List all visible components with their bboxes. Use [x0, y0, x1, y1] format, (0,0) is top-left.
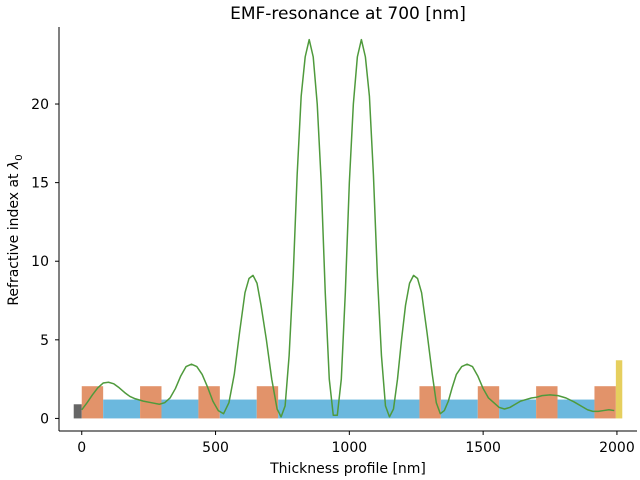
layer-bar	[477, 386, 500, 419]
layer-bar	[81, 386, 104, 419]
x-tick-label: 0	[77, 440, 86, 456]
layer-bar	[256, 386, 279, 419]
layer-bar	[594, 386, 616, 419]
y-tick-label: 0	[40, 411, 49, 427]
layer-bar	[219, 399, 257, 419]
y-axis-label-text: Refractive index at	[6, 169, 22, 306]
layer-bar	[499, 399, 537, 419]
layer-bars	[73, 360, 623, 419]
y-tick-label: 15	[31, 176, 49, 192]
series-line	[81, 38, 615, 418]
y-axis-label-subscript: 0	[14, 154, 25, 160]
x-ticks: 0 500 1000 1500 2000	[77, 431, 635, 456]
layer-bar	[198, 386, 220, 419]
x-tick-label: 500	[202, 440, 229, 456]
y-tick-label: 20	[31, 97, 49, 113]
layer-bar	[615, 360, 623, 419]
layer-bar	[419, 386, 441, 419]
y-axis-label-symbol: λ	[6, 161, 22, 170]
x-tick-label: 1000	[332, 440, 368, 456]
layer-bar	[278, 399, 420, 419]
x-axis-label: Thickness profile [nm]	[269, 461, 426, 477]
layer-bar	[557, 399, 595, 419]
x-tick-label: 1500	[465, 440, 501, 456]
layer-bar	[161, 399, 199, 419]
series-lines	[81, 38, 615, 418]
y-tick-label: 10	[31, 254, 49, 270]
layer-bar	[103, 399, 141, 419]
y-axis-label: Refractive index at λ0	[6, 154, 25, 305]
x-tick-label: 2000	[599, 440, 635, 456]
layer-bar	[440, 399, 478, 419]
chart-title: EMF-resonance at 700 [nm]	[230, 4, 466, 24]
y-tick-label: 5	[40, 333, 49, 349]
layer-bar	[536, 386, 558, 419]
layer-bar	[73, 404, 82, 419]
y-ticks: 0 5 10 15 20	[31, 97, 59, 427]
